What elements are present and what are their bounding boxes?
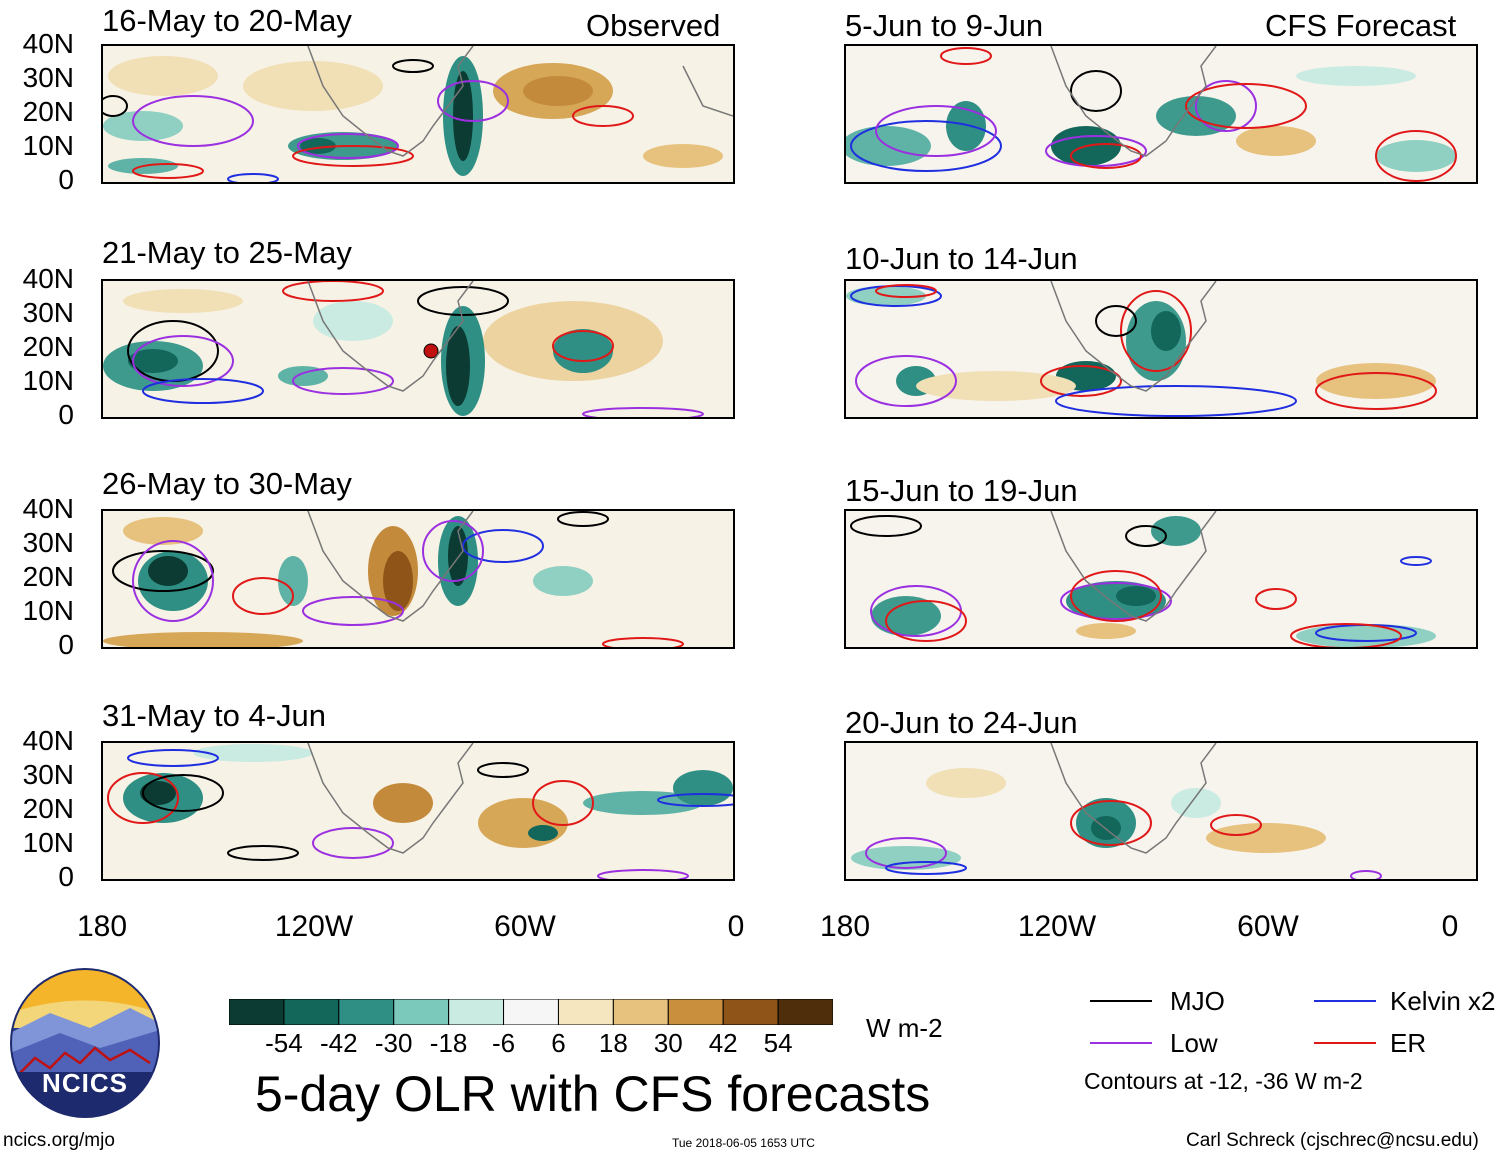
colorbar-tick-label: 42 xyxy=(708,1028,738,1058)
lat-label: 30N xyxy=(22,297,74,328)
main-title: 5-day OLR with CFS forecasts xyxy=(255,1066,931,1122)
lat-label: 0 xyxy=(58,861,74,892)
legend-line-mjo xyxy=(1090,1000,1152,1002)
olr-field xyxy=(846,511,1476,647)
map-panel-obs-3 xyxy=(101,509,735,649)
colorbar-swatch xyxy=(722,998,779,1026)
lon-label-right-60w: 60W xyxy=(1237,910,1299,943)
footer-credit: Carl Schreck (cjschrec@ncsu.edu) xyxy=(1186,1130,1479,1151)
olr-field xyxy=(103,511,733,647)
lat-label: 40N xyxy=(22,493,74,524)
colorbar-swatch xyxy=(448,998,505,1026)
colorbar-tick-label: -54 xyxy=(265,1028,303,1058)
colorbar-tick-label: 30 xyxy=(653,1028,683,1058)
panel-title-fc-3: 15-Jun to 19-Jun xyxy=(845,473,1078,508)
legend-label-er: ER xyxy=(1390,1028,1427,1058)
colorbar-swatches xyxy=(228,998,834,1026)
lat-label: 40N xyxy=(22,28,74,59)
legend-label-mjo: MJO xyxy=(1170,986,1225,1016)
lon-label-left-0: 0 xyxy=(727,910,745,943)
panel-title-fc-2: 10-Jun to 14-Jun xyxy=(845,241,1078,276)
olr-field xyxy=(846,46,1476,182)
legend-er: ER xyxy=(1314,1028,1504,1060)
panel-title-fc-4: 20-Jun to 24-Jun xyxy=(845,705,1078,740)
colorbar-swatch xyxy=(777,998,834,1026)
forecast-label: CFS Forecast xyxy=(1265,8,1457,43)
lat-label: 40N xyxy=(22,725,74,756)
map-panel-fc-1 xyxy=(844,44,1478,184)
panel-title-obs-3: 26-May to 30-May xyxy=(102,466,352,501)
colorbar-swatch xyxy=(393,998,450,1026)
lat-label: 20N xyxy=(22,331,74,362)
colorbar-swatch xyxy=(228,998,285,1026)
lat-label: 0 xyxy=(58,629,74,660)
lon-label-left-60w: 60W xyxy=(494,910,556,943)
ncics-logo: NCICS xyxy=(10,968,160,1118)
lat-label: 10N xyxy=(22,827,74,858)
panel-title-obs-2: 21-May to 25-May xyxy=(102,235,352,270)
olr-field xyxy=(103,46,733,182)
observed-label: Observed xyxy=(586,8,721,43)
legend-line-kelvin xyxy=(1314,1000,1376,1002)
map-panel-obs-4 xyxy=(101,741,735,881)
legend-kelvin: Kelvin x2 xyxy=(1314,986,1504,1018)
lat-label: 40N xyxy=(22,263,74,294)
panel-title-obs-4: 31-May to 4-Jun xyxy=(102,698,326,733)
olr-field xyxy=(103,743,733,879)
lon-label-right-120w: 120W xyxy=(1017,910,1097,943)
legend-line-low xyxy=(1090,1042,1152,1044)
colorbar-swatch xyxy=(503,998,559,1026)
colorbar-tick-label: -42 xyxy=(320,1028,358,1058)
colorbar-units: W m-2 xyxy=(866,1013,943,1043)
colorbar-tick-label: 6 xyxy=(551,1028,566,1058)
lat-label: 20N xyxy=(22,561,74,592)
legend-line-er xyxy=(1314,1042,1376,1044)
colorbar xyxy=(228,998,834,1026)
lat-label: 10N xyxy=(22,595,74,626)
legend-low: Low xyxy=(1090,1028,1290,1060)
lat-label: 30N xyxy=(22,62,74,93)
lat-label: 30N xyxy=(22,527,74,558)
lat-label: 20N xyxy=(22,96,74,127)
colorbar-swatch xyxy=(338,998,395,1026)
colorbar-swatch xyxy=(283,998,340,1026)
legend-label-kelvin: Kelvin x2 xyxy=(1390,986,1496,1016)
map-panel-obs-2 xyxy=(101,279,735,419)
colorbar-tick-label: -30 xyxy=(374,1028,413,1058)
colorbar-tick-label: -18 xyxy=(429,1028,468,1058)
legend-label-low: Low xyxy=(1170,1028,1218,1058)
colorbar-tick-label: -6 xyxy=(491,1028,516,1058)
lon-label-left-180: 180 xyxy=(76,910,128,943)
colorbar-tick-label: 18 xyxy=(598,1028,628,1058)
colorbar-tick-label: 54 xyxy=(763,1028,793,1058)
panel-title-fc-1: 5-Jun to 9-Jun xyxy=(845,8,1044,43)
panel-title-obs-1: 16-May to 20-May xyxy=(102,3,352,38)
legend-mjo: MJO xyxy=(1090,986,1290,1018)
map-panel-fc-2 xyxy=(844,279,1478,419)
footer-timestamp: Tue 2018-06-05 1653 UTC xyxy=(672,1136,815,1150)
map-panel-obs-1 xyxy=(101,44,735,184)
footer-url[interactable]: ncics.org/mjo xyxy=(3,1130,115,1151)
olr-field xyxy=(846,281,1476,417)
lat-label: 10N xyxy=(22,365,74,396)
lat-label: 0 xyxy=(58,164,74,195)
olr-field xyxy=(103,281,733,417)
colorbar-swatch xyxy=(612,998,669,1026)
contour-note: Contours at -12, -36 W m-2 xyxy=(1084,1068,1363,1094)
map-panel-fc-4 xyxy=(844,741,1478,881)
olr-field xyxy=(846,743,1476,879)
logo-text: NCICS xyxy=(42,1068,128,1098)
lon-label-right-180: 180 xyxy=(819,910,871,943)
lat-label: 0 xyxy=(58,399,74,430)
lat-label: 10N xyxy=(22,130,74,161)
lon-label-left-120w: 120W xyxy=(274,910,354,943)
map-panel-fc-3 xyxy=(844,509,1478,649)
colorbar-swatch xyxy=(557,998,614,1026)
lat-label: 20N xyxy=(22,793,74,824)
colorbar-swatch xyxy=(667,998,724,1026)
lon-label-right-0: 0 xyxy=(1441,910,1459,943)
lat-label: 30N xyxy=(22,759,74,790)
